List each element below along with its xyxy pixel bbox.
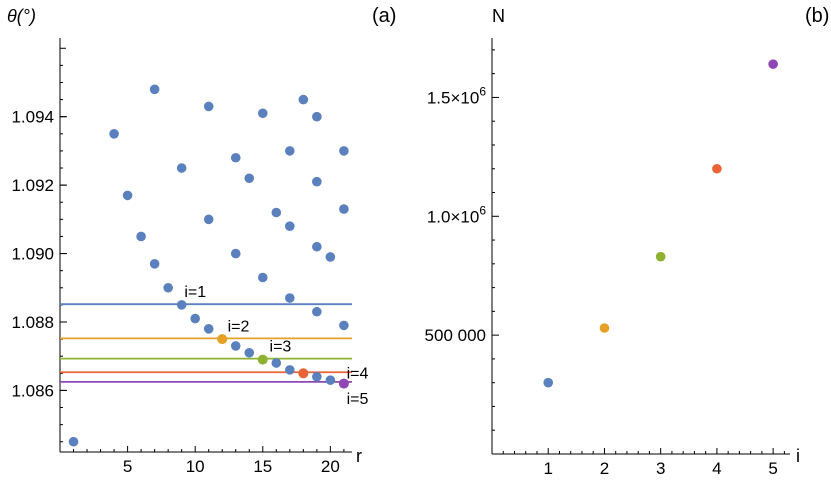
panel-a-data-point	[285, 293, 295, 303]
panel-a-highlighted-point	[217, 334, 228, 345]
panel-a-data-point	[230, 341, 241, 351]
panel-a-data-point	[285, 146, 295, 156]
panel-a-reference-line-label: i=3	[270, 339, 292, 356]
panel-a-data-point	[325, 375, 336, 385]
panel-a-data-point	[271, 207, 282, 218]
panel-a-data-point	[312, 371, 322, 382]
panel-a-highlighted-point	[298, 368, 309, 379]
panel-a-reference-line-label: i=4	[347, 365, 369, 382]
panel-a-data-point	[257, 272, 268, 283]
panel-a-data-point	[339, 204, 349, 214]
panel-a-data-point	[163, 282, 173, 293]
panel-a-data-point	[312, 306, 322, 317]
panel-a-y-tick-label: 1.088	[11, 313, 54, 332]
panel-a: (a) θ(°) r 5 10 15 20 1.086 1.088 1.090 1.092 1.…	[7, 5, 396, 476]
panel-a-data-point	[68, 436, 79, 447]
panel-b-y-tick-label: 1.0×106	[427, 203, 486, 226]
panel-a-data-point	[257, 108, 268, 119]
panel-b-ticks: 1 2 3 4 5 500 000 1.0×106 1.5×106	[425, 49, 785, 478]
panel-b-axes	[491, 38, 790, 455]
panel-a-points	[68, 84, 349, 447]
panel-b-points	[543, 59, 778, 388]
panel-a-reference-line-label: i=1	[184, 284, 206, 301]
panel-a-x-tick-label: 20	[321, 457, 340, 476]
panel-a-data-point	[312, 241, 322, 252]
panel-b-x-tick-label: 3	[656, 459, 665, 478]
panel-a-data-point	[176, 300, 187, 310]
panel-a-x-tick-label: 15	[253, 457, 272, 476]
panel-a-y-tick-label: 1.092	[11, 176, 54, 195]
panel-b-data-point	[712, 163, 722, 174]
panel-b-y-tick-label: 1.5×106	[427, 84, 486, 107]
panel-a-data-point	[203, 101, 214, 112]
panel-b-data-point	[655, 251, 666, 262]
panel-a-reference-line-label: i=2	[228, 318, 250, 335]
panel-a-y-tick-label: 1.090	[11, 245, 54, 264]
panel-b-x-axis-label: i	[796, 446, 800, 466]
panel-b: (b) N i 1 2 3 4 5 500 000 1.0×106 1.5×106	[425, 5, 830, 478]
panel-a-highlighted-point	[257, 354, 268, 365]
panel-a-data-point	[298, 94, 309, 105]
panel-b-label: (b)	[805, 5, 829, 27]
panel-a-data-point	[325, 252, 336, 262]
panel-a-data-point	[285, 365, 295, 375]
panel-a-data-point	[244, 347, 255, 358]
panel-a-data-point	[339, 146, 349, 156]
panel-a-axes	[59, 38, 352, 453]
panel-a-y-tick-label: 1.094	[11, 108, 54, 127]
panel-a-data-point	[230, 152, 241, 163]
panel-a-y-tick-label: 1.086	[11, 381, 54, 400]
panel-a-reference-lines: i=1 i=2 i=3 i=4 i=5	[60, 284, 368, 408]
panel-b-x-tick-label: 1	[543, 459, 552, 478]
panel-a-ticks: 5 10 15 20 1.086 1.088 1.090 1.092 1.094	[11, 47, 345, 476]
panel-b-data-point	[768, 59, 778, 69]
panel-b-x-tick-label: 2	[600, 459, 609, 478]
panel-b-x-tick-label: 4	[712, 459, 721, 478]
panel-a-data-point	[203, 324, 214, 334]
panel-a-reference-line-label: i=5	[347, 391, 369, 408]
panel-b-data-point	[543, 377, 554, 388]
panel-a-data-point	[149, 259, 160, 269]
panel-a-x-tick-label: 5	[123, 457, 132, 476]
panel-a-data-point	[244, 173, 255, 184]
panel-a-data-point	[312, 111, 322, 122]
panel-a-y-axis-label: θ(°)	[7, 6, 36, 26]
panel-a-data-point	[176, 163, 187, 173]
panel-a-data-point	[203, 214, 214, 225]
panel-a-data-point	[190, 313, 200, 324]
panel-b-y-tick-label: 500 000	[425, 326, 486, 345]
panel-b-y-axis-label: N	[492, 6, 505, 26]
panel-a-data-point	[230, 248, 241, 259]
panel-a-data-point	[285, 221, 295, 231]
panel-a-data-point	[149, 84, 160, 95]
panel-a-x-tick-label: 10	[186, 457, 205, 476]
panel-a-data-point	[271, 358, 282, 368]
panel-a-data-point	[109, 129, 119, 139]
panel-a-data-point	[312, 176, 322, 187]
panel-b-data-point	[599, 323, 610, 333]
panel-a-label: (a)	[372, 5, 396, 27]
panel-a-data-point	[339, 320, 349, 331]
panel-a-data-point	[136, 231, 146, 242]
panel-a-data-point	[122, 190, 133, 201]
panel-a-x-axis-label: r	[356, 446, 362, 466]
panel-b-x-tick-label: 5	[768, 459, 777, 478]
panel-a-highlighted-point	[338, 378, 349, 389]
